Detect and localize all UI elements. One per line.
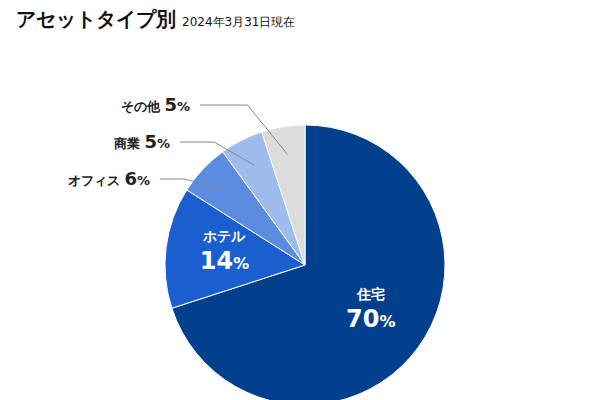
svg-text:ホテル: ホテル	[202, 228, 246, 244]
svg-text:オフィス6%: オフィス6%	[68, 168, 150, 189]
svg-text:その他5%: その他5%	[121, 94, 190, 115]
svg-text:住宅: 住宅	[356, 286, 385, 302]
svg-text:70%: 70%	[346, 305, 395, 333]
svg-text:商業5%: 商業5%	[113, 131, 170, 152]
html-text:アセットタイプ別 2024年3月31日現在: アセットタイプ別 2024年3月31日現在	[16, 7, 296, 31]
svg-text:14%: 14%	[200, 247, 249, 275]
